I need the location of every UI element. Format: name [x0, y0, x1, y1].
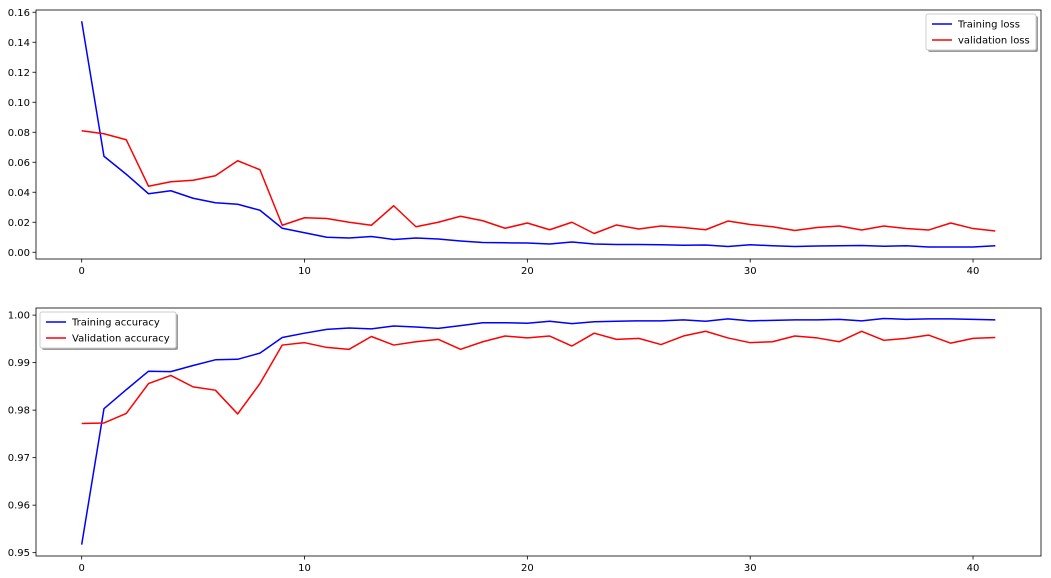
accuracy-xtick-label: 10 — [298, 563, 311, 574]
accuracy-legend: Training accuracy Validation accuracy — [39, 311, 178, 350]
loss-xtick-label: 0 — [78, 266, 84, 277]
loss-ytick-label: 0.16 — [8, 8, 30, 19]
loss-ytick-label: 0.14 — [8, 38, 30, 49]
loss-ytick-label: 0.02 — [8, 218, 30, 229]
loss-series-validation-loss — [81, 130, 996, 235]
loss-ytick-label: 0.00 — [8, 248, 30, 259]
accuracy-xtick-label: 0 — [78, 563, 84, 574]
accuracy-series-validation-accuracy — [81, 330, 996, 425]
accuracy-ytick-label: 0.99 — [8, 358, 30, 369]
accuracy-axes-frame — [35, 307, 1042, 557]
loss-ytick-label: 0.06 — [8, 158, 30, 169]
loss-axes-frame — [35, 9, 1042, 260]
loss-legend-label: Training loss — [957, 20, 1020, 31]
accuracy-legend-label: Training accuracy — [71, 318, 160, 329]
accuracy-ytick-label: 0.96 — [8, 501, 30, 512]
loss-chart: 0 10 20 30 40 0.00 0.02 0.04 0.06 0.08 0.10 0.12 0.1… — [8, 8, 1042, 277]
loss-xtick-label: 30 — [744, 266, 757, 277]
accuracy-ytick-label: 1.00 — [8, 311, 30, 322]
loss-legend-box — [925, 13, 1037, 51]
accuracy-chart: 0 10 20 30 40 0.95 0.96 0.97 0.98 0.99 1.00 Trainin… — [8, 307, 1042, 574]
accuracy-series-training-accuracy — [80, 317, 996, 545]
accuracy-xtick-label: 20 — [521, 563, 534, 574]
accuracy-ytick-label: 0.95 — [8, 548, 30, 559]
accuracy-xtick-label: 40 — [967, 563, 980, 574]
loss-ytick-label: 0.10 — [8, 98, 30, 109]
loss-xtick-label: 40 — [967, 266, 980, 277]
loss-series-training-loss — [80, 21, 996, 248]
loss-legend-label: validation loss — [958, 36, 1030, 47]
accuracy-ytick-label: 0.98 — [8, 406, 30, 417]
loss-xtick-label: 20 — [521, 266, 534, 277]
accuracy-ytick-label: 0.97 — [8, 453, 30, 464]
accuracy-legend-box — [39, 311, 177, 349]
loss-ytick-label: 0.04 — [8, 188, 30, 199]
loss-ytick-label: 0.08 — [8, 128, 30, 139]
accuracy-legend-label: Validation accuracy — [72, 334, 170, 345]
accuracy-xtick-label: 30 — [744, 563, 757, 574]
loss-xtick-label: 10 — [298, 266, 311, 277]
loss-legend: Training loss validation loss — [925, 13, 1038, 52]
loss-ytick-label: 0.12 — [8, 68, 30, 79]
